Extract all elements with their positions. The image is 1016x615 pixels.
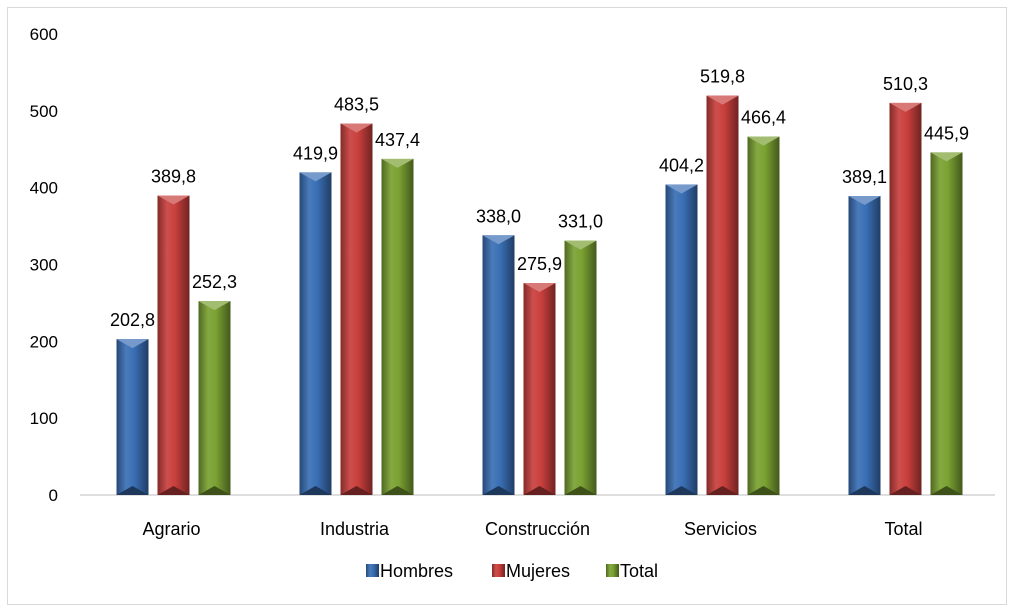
data-label: 389,1 (842, 167, 887, 187)
data-label: 338,0 (476, 206, 521, 226)
y-tick-label: 600 (30, 25, 58, 44)
legend-item: Mujeres (492, 561, 570, 581)
data-label: 275,9 (517, 254, 562, 274)
legend-label: Mujeres (506, 561, 570, 581)
x-tick-label: Servicios (684, 519, 757, 539)
data-label: 445,9 (924, 123, 969, 143)
bar (665, 184, 698, 495)
bar (157, 195, 190, 495)
data-label: 419,9 (293, 143, 338, 163)
bar (299, 172, 332, 495)
data-label: 519,8 (700, 67, 745, 87)
x-tick-label: Agrario (142, 519, 200, 539)
data-label: 404,2 (659, 155, 704, 175)
bars-group (116, 95, 963, 496)
y-tick-label: 300 (30, 256, 58, 275)
x-tick-label: Construcción (485, 519, 590, 539)
data-label: 437,4 (375, 130, 420, 150)
bar (848, 196, 881, 495)
bar (564, 240, 597, 495)
bar (198, 301, 231, 495)
bar (482, 235, 515, 495)
bar (340, 123, 373, 495)
data-label: 510,3 (883, 74, 928, 94)
legend-label: Hombres (380, 561, 453, 581)
y-tick-label: 200 (30, 332, 58, 351)
y-axis-tick-labels: 0 100 200 300 400 500 600 (30, 25, 58, 505)
data-labels-group: 202,8 389,8 252,3 419,9 483,5 437,4 338,0 275,9… (110, 67, 969, 331)
category-labels: Agrario Industria Construcción Servicios Tot… (142, 519, 922, 539)
legend-swatch (492, 564, 505, 577)
y-tick-label: 0 (49, 486, 58, 505)
bar (381, 158, 414, 495)
legend-swatch (366, 564, 379, 577)
bar (116, 339, 149, 495)
legend-item: Total (606, 561, 658, 581)
bar (889, 102, 922, 496)
legend-swatch (606, 564, 619, 577)
y-tick-label: 100 (30, 409, 58, 428)
legend-item: Hombres (366, 561, 453, 581)
legend: Hombres Mujeres Total (366, 561, 658, 581)
data-label: 252,3 (192, 272, 237, 292)
bar (930, 152, 963, 496)
legend-label: Total (620, 561, 658, 581)
data-label: 202,8 (110, 310, 155, 330)
y-tick-label: 400 (30, 179, 58, 198)
y-tick-label: 500 (30, 102, 58, 121)
bar (747, 136, 780, 495)
data-label: 483,5 (334, 95, 379, 115)
x-tick-label: Industria (320, 519, 390, 539)
data-label: 389,8 (151, 167, 196, 187)
data-label: 331,0 (558, 212, 603, 232)
bar (523, 283, 556, 495)
x-tick-label: Total (884, 519, 922, 539)
data-label: 466,4 (741, 108, 786, 128)
bar (706, 95, 739, 495)
